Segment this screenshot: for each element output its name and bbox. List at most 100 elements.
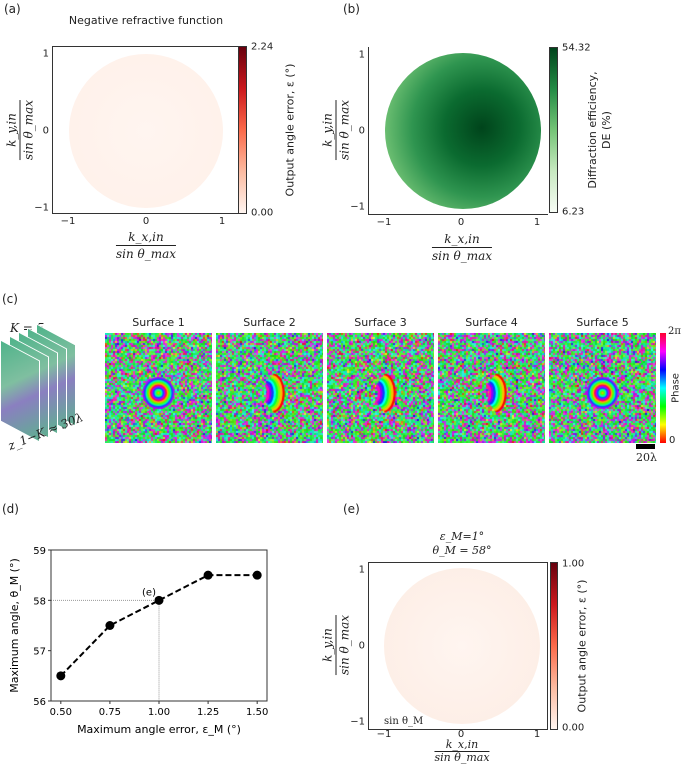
scale-bar <box>636 444 655 449</box>
x-label-den: sin θ_max <box>115 247 177 261</box>
x-axis-label: k_x,in sin θ_max <box>431 232 493 263</box>
y-axis-label: k_y,in sin θ_max <box>320 99 352 161</box>
y-label-num: k_y,in <box>320 614 337 676</box>
y-tick-label: 57 <box>33 647 46 658</box>
y-label-den: sin θ_max <box>21 99 36 161</box>
y-label-den: sin θ_max <box>337 614 352 676</box>
x-tick: −1 <box>60 216 76 227</box>
x-label-den: sin θ_max <box>431 249 493 263</box>
colorbar-min: 0.00 <box>562 722 585 734</box>
x-tick: 1 <box>533 729 541 740</box>
y-tick-label: 59 <box>33 546 46 557</box>
surface-phase-map <box>438 333 545 443</box>
colorbar-label-line2: DE (%) <box>600 111 613 149</box>
y-tick: −1 <box>350 716 365 728</box>
y-label-den: sin θ_max <box>337 99 352 161</box>
annotation-label: (e) <box>142 587 156 598</box>
x-axis-label: k_x,in sin θ_max <box>115 230 177 261</box>
series-line <box>60 574 258 677</box>
surface-title: Surface 3 <box>354 316 407 329</box>
panel-b-colorbar <box>549 47 558 213</box>
y-axis-label: k_y,in sin θ_max <box>320 614 352 676</box>
surface-title: Surface 1 <box>132 316 185 329</box>
panel-a-colorbar <box>238 46 247 214</box>
y-axis-label: k_y,in sin θ_max <box>4 99 36 161</box>
colorbar-min: 6.23 <box>562 206 585 218</box>
y-tick: −1 <box>350 201 365 213</box>
x-tick: 1 <box>218 216 226 227</box>
surface-title: Surface 5 <box>576 316 629 329</box>
panel-e-label: (e) <box>343 502 360 516</box>
colorbar-label: Output angle error, ε (°) <box>575 579 589 713</box>
x-tick: −1 <box>376 217 392 228</box>
phase-colorbar <box>660 333 666 443</box>
colorbar-min: 0.00 <box>251 207 274 219</box>
x-tick-label: 1.00 <box>148 707 170 718</box>
y-tick-label: 58 <box>33 596 46 607</box>
surface-title: Surface 2 <box>243 316 296 329</box>
y-tick: 1 <box>42 48 49 60</box>
x-axis-label: k_x,in sin θ_max <box>434 739 490 764</box>
colorbar-label: Output angle error, ε (°) <box>283 63 297 197</box>
sin-theta-annotation: sin θ_M <box>384 716 424 727</box>
panel-a-title: Negative refractive function <box>68 14 224 27</box>
surface-phase-map <box>105 333 212 443</box>
surface-title: Surface 4 <box>465 316 518 329</box>
panel-e-heatmap <box>384 568 540 724</box>
y-tick: 1 <box>358 49 365 61</box>
colorbar-max: 2π <box>668 326 681 337</box>
x-tick: 0 <box>142 216 150 227</box>
colorbar-min: 0 <box>669 435 676 446</box>
y-tick: −1 <box>34 202 49 214</box>
colorbar-max: 54.32 <box>562 42 591 54</box>
colorbar-label: Diffraction efficiency, DE (%) <box>586 71 614 188</box>
x-label-num: k_x,in <box>434 739 490 752</box>
x-tick: −1 <box>376 729 392 740</box>
panel-c-label: (c) <box>2 292 18 306</box>
scale-bar-label: 20λ <box>636 451 657 464</box>
x-tick-label: 1.50 <box>246 707 268 718</box>
x-tick: 0 <box>457 217 465 228</box>
data-point <box>203 570 213 580</box>
x-label-num: k_x,in <box>431 232 493 248</box>
panel-a-axes <box>52 46 240 214</box>
colorbar-label: Phase <box>670 373 682 403</box>
data-point <box>252 570 262 580</box>
colorbar-max: 2.24 <box>251 41 274 53</box>
panel-d-chart: (e) 0.50 0.75 1.00 1.25 1.50 59 58 57 56 Maximum a… <box>8 546 268 736</box>
data-point <box>154 595 164 605</box>
panel-b-axes <box>368 47 548 215</box>
x-axis-label: Maximum angle error, ε_M (°) <box>77 723 241 736</box>
surface-phase-map <box>327 333 434 443</box>
y-tick: 0 <box>42 125 49 137</box>
y-tick: 0 <box>358 640 365 652</box>
x-tick: 0 <box>457 729 465 740</box>
y-axis-label: Maximum angle, θ_M (°) <box>8 558 21 693</box>
y-tick: 0 <box>358 125 365 137</box>
colorbar-label-line1: Diffraction efficiency, <box>586 71 599 189</box>
y-label-num: k_y,in <box>4 99 21 161</box>
x-label-num: k_x,in <box>115 230 177 246</box>
panel-e-title-line1: ε_M=1° <box>439 530 485 543</box>
panel-a-heatmap <box>69 54 223 208</box>
panel-a-label: (a) <box>4 2 21 16</box>
x-tick-label: 1.25 <box>197 707 219 718</box>
panel-e-title-line2: θ_M = 58° <box>432 544 492 557</box>
y-tick: 1 <box>358 564 365 576</box>
panel-e-colorbar <box>550 562 558 730</box>
x-tick-label: 0.50 <box>50 707 72 718</box>
colorbar-max: 1.00 <box>562 558 585 570</box>
data-point <box>105 621 115 630</box>
y-label-num: k_y,in <box>320 99 337 161</box>
y-tick-label: 56 <box>33 697 46 708</box>
x-tick-label: 0.75 <box>99 707 121 718</box>
surface-phase-map <box>549 333 656 443</box>
x-tick: 1 <box>533 217 541 228</box>
surface-phase-map <box>216 333 323 443</box>
panel-b-heatmap <box>385 53 541 209</box>
data-point <box>56 671 66 681</box>
panel-d-label: (d) <box>2 502 19 516</box>
x-label-den: sin θ_max <box>434 751 490 764</box>
panel-b-label: (b) <box>343 2 360 16</box>
